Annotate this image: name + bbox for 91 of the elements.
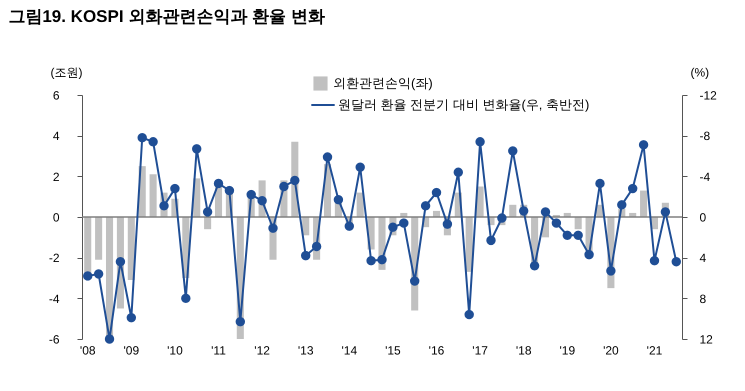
point bbox=[159, 201, 169, 211]
point bbox=[268, 223, 278, 233]
point bbox=[312, 242, 322, 252]
y2-tick-label: 8 bbox=[700, 292, 706, 306]
point bbox=[116, 257, 126, 266]
point bbox=[83, 271, 92, 281]
y2-tick-label: 4 bbox=[700, 251, 706, 266]
point bbox=[377, 255, 387, 264]
y2-axis-title: (%) bbox=[690, 66, 710, 80]
y-tick-label: -4 bbox=[48, 292, 60, 306]
point bbox=[334, 195, 344, 204]
y-tick-label: 4 bbox=[52, 129, 60, 144]
x-tick-label: '13 bbox=[298, 344, 314, 358]
y-tick-label: 2 bbox=[52, 170, 60, 184]
y2-tick-label: 0 bbox=[700, 210, 706, 224]
y2-tick-label: -8 bbox=[700, 129, 710, 144]
x-tick-label: '17 bbox=[472, 344, 488, 358]
legend-label: 원달러 환율 전분기 대비 변화율(우, 축반전) bbox=[338, 97, 590, 112]
x-tick-label: '10 bbox=[167, 344, 184, 358]
point bbox=[617, 200, 626, 210]
point bbox=[475, 137, 485, 146]
point bbox=[497, 213, 507, 223]
y2-tick-label: -12 bbox=[700, 88, 718, 102]
x-tick-label: '18 bbox=[516, 344, 532, 358]
y-tick-label: 6 bbox=[52, 88, 60, 102]
x-tick-label: '11 bbox=[211, 344, 226, 358]
point bbox=[540, 207, 550, 217]
x-tick-label: '08 bbox=[80, 344, 96, 358]
point bbox=[464, 310, 474, 320]
point bbox=[442, 219, 452, 229]
x-tick-label: '21 bbox=[646, 344, 663, 358]
point bbox=[628, 184, 638, 194]
point bbox=[595, 178, 605, 188]
point bbox=[224, 186, 234, 196]
point bbox=[290, 176, 300, 186]
point bbox=[170, 184, 180, 194]
point bbox=[148, 137, 158, 146]
legend-label: 외환관련손익(좌) bbox=[333, 76, 433, 90]
x-tick-label: '15 bbox=[385, 344, 402, 358]
x-tick-label: '19 bbox=[559, 344, 576, 358]
point bbox=[246, 190, 256, 200]
point bbox=[660, 207, 670, 217]
point bbox=[606, 266, 616, 276]
point bbox=[344, 221, 354, 231]
point bbox=[388, 222, 398, 232]
point bbox=[257, 196, 267, 206]
point bbox=[638, 140, 648, 150]
point bbox=[432, 188, 442, 198]
point bbox=[508, 146, 518, 156]
x-tick-label: '14 bbox=[341, 344, 358, 358]
point bbox=[138, 133, 147, 142]
bar bbox=[95, 217, 102, 260]
point bbox=[486, 236, 496, 246]
point bbox=[355, 162, 365, 172]
point bbox=[94, 269, 104, 279]
bar bbox=[640, 190, 648, 217]
y2-tick-label: 12 bbox=[700, 332, 714, 346]
point bbox=[236, 317, 246, 326]
point bbox=[552, 218, 562, 228]
point bbox=[562, 230, 572, 240]
point bbox=[279, 182, 289, 192]
point bbox=[214, 178, 224, 188]
point bbox=[650, 256, 660, 266]
point bbox=[192, 144, 202, 154]
point bbox=[672, 257, 681, 266]
point bbox=[454, 168, 463, 177]
y-tick-label: 0 bbox=[52, 210, 60, 224]
y-axis-title: (조원) bbox=[50, 66, 82, 80]
point bbox=[202, 207, 212, 217]
point bbox=[584, 250, 594, 260]
point bbox=[420, 201, 430, 211]
point bbox=[530, 261, 540, 270]
point bbox=[126, 312, 136, 322]
point bbox=[573, 230, 583, 240]
point bbox=[366, 256, 376, 266]
point bbox=[410, 276, 420, 286]
point bbox=[301, 250, 310, 260]
y-tick-label: -6 bbox=[48, 332, 60, 346]
point bbox=[399, 218, 409, 228]
point bbox=[104, 334, 114, 344]
x-tick-label: '16 bbox=[428, 344, 445, 358]
y2-tick-label: -4 bbox=[700, 170, 710, 184]
bar bbox=[150, 174, 157, 217]
x-tick-label: '12 bbox=[254, 344, 270, 358]
point bbox=[181, 294, 191, 304]
y-tick-label: -2 bbox=[48, 251, 60, 266]
point bbox=[322, 152, 332, 162]
x-tick-label: '20 bbox=[603, 344, 620, 358]
x-tick-label: '09 bbox=[124, 344, 140, 358]
bar bbox=[509, 204, 516, 217]
chart-title: 그림19. KOSPI 외화관련손익과 환율 변화 bbox=[8, 7, 325, 26]
